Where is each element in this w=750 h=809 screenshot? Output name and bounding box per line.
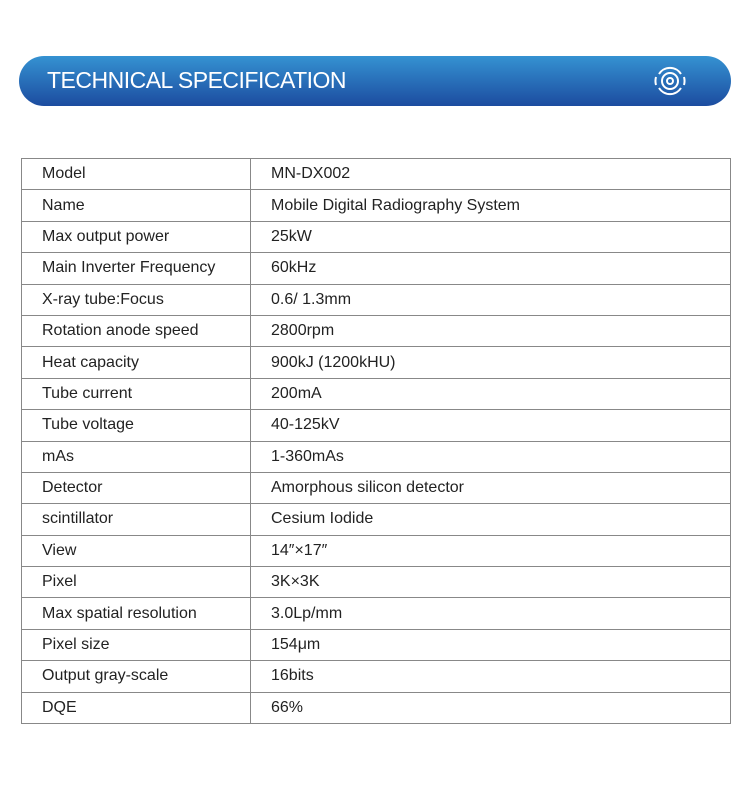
- spec-label: Max spatial resolution: [21, 597, 251, 630]
- table-row: DQE 66%: [21, 691, 731, 725]
- spec-label: Pixel size: [21, 628, 251, 662]
- spec-value: 2800rpm: [250, 314, 731, 348]
- table-row: Tube voltage 40-125kV: [21, 409, 731, 442]
- table-row: Max spatial resolution 3.0Lp/mm: [21, 597, 731, 630]
- spec-value: 154μm: [250, 628, 731, 662]
- table-row: X-ray tube:Focus 0.6/ 1.3mm: [21, 283, 731, 316]
- table-row: Pixel 3K×3K: [21, 566, 731, 599]
- table-row: Model MN-DX002: [21, 157, 731, 191]
- table-row: Rotation anode speed 2800rpm: [21, 314, 731, 348]
- spec-value: Amorphous silicon detector: [250, 471, 731, 505]
- spec-label: X-ray tube:Focus: [21, 283, 251, 316]
- spec-label: Tube current: [21, 377, 251, 411]
- spec-value: 3K×3K: [250, 566, 731, 599]
- table-row: Main Inverter Frequency 60kHz: [21, 252, 731, 285]
- table-row: Detector Amorphous silicon detector: [21, 471, 731, 505]
- spec-label: Max output power: [21, 220, 251, 254]
- table-row: Pixel size 154μm: [21, 628, 731, 662]
- spec-value: MN-DX002: [250, 157, 731, 191]
- table-row: Name Mobile Digital Radiography System: [21, 189, 731, 222]
- spec-label: View: [21, 534, 251, 568]
- spec-value: Mobile Digital Radiography System: [250, 189, 731, 222]
- spec-label: DQE: [21, 691, 251, 725]
- spec-value: 16bits: [250, 660, 731, 693]
- table-row: Heat capacity 900kJ (1200kHU): [21, 346, 731, 379]
- spec-value: 40-125kV: [250, 409, 731, 442]
- table-row: View 14″×17″: [21, 534, 731, 568]
- section-header-banner: TECHNICAL SPECIFICATION: [19, 56, 731, 106]
- spec-label: Model: [21, 157, 251, 191]
- spec-value: 0.6/ 1.3mm: [250, 283, 731, 316]
- spec-value: Cesium Iodide: [250, 503, 731, 536]
- spec-table: Model MN-DX002 Name Mobile Digital Radiogra…: [21, 157, 731, 725]
- spec-label: Output gray-scale: [21, 660, 251, 693]
- spec-label: Tube voltage: [21, 409, 251, 442]
- table-row: scintillator Cesium Iodide: [21, 503, 731, 536]
- spec-label: Heat capacity: [21, 346, 251, 379]
- table-row: Tube current 200mA: [21, 377, 731, 411]
- spec-label: Detector: [21, 471, 251, 505]
- spec-value: 60kHz: [250, 252, 731, 285]
- spec-value: 25kW: [250, 220, 731, 254]
- spec-value: 200mA: [250, 377, 731, 411]
- spec-value: 900kJ (1200kHU): [250, 346, 731, 379]
- section-title: TECHNICAL SPECIFICATION: [47, 67, 347, 93]
- spec-label: Rotation anode speed: [21, 314, 251, 348]
- table-row: Max output power 25kW: [21, 220, 731, 254]
- spec-label: mAs: [21, 440, 251, 473]
- spec-label: Pixel: [21, 566, 251, 599]
- table-row: mAs 1-360mAs: [21, 440, 731, 473]
- spec-label: Name: [21, 189, 251, 222]
- table-row: Output gray-scale 16bits: [21, 660, 731, 693]
- spec-label: scintillator: [21, 503, 251, 536]
- spec-value: 3.0Lp/mm: [250, 597, 731, 630]
- target-rings-icon: [654, 67, 686, 95]
- spec-label: Main Inverter Frequency: [21, 252, 251, 285]
- spec-value: 1-360mAs: [250, 440, 731, 473]
- spec-value: 66%: [250, 691, 731, 725]
- spec-value: 14″×17″: [250, 534, 731, 568]
